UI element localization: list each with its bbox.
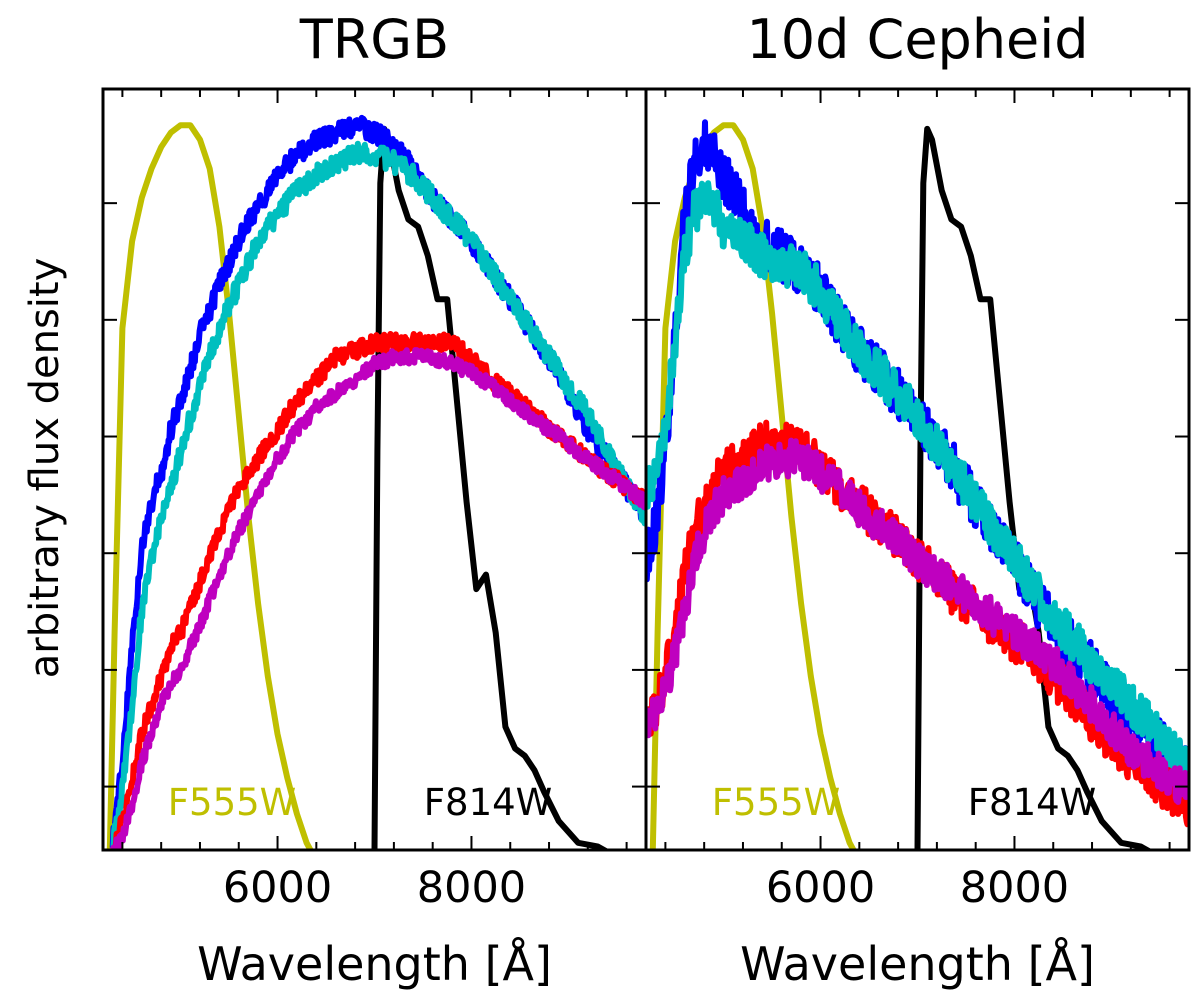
filter-label-f555w: F555W bbox=[168, 781, 297, 824]
panel-trgb: TRGB Wavelength [Å] F555W F814W 6000 8000 bbox=[101, 8, 648, 991]
x-tick-label: 8000 bbox=[960, 863, 1069, 913]
x-axis-label: Wavelength [Å] bbox=[197, 937, 552, 991]
panel-cepheid: 10d Cepheid Wavelength [Å] F555W F814W 6000 8… bbox=[644, 8, 1191, 991]
x-tick-label: 6000 bbox=[766, 863, 875, 913]
series-line-spectrum-4 bbox=[110, 347, 646, 850]
series-line-spectrum-2 bbox=[110, 140, 646, 850]
x-axis-label: Wavelength [Å] bbox=[740, 937, 1095, 991]
y-axis-label: arbitrary flux density bbox=[22, 258, 68, 679]
series-line-f555w bbox=[106, 122, 314, 850]
filter-label-f814w: F814W bbox=[968, 781, 1097, 824]
series-line-f814w bbox=[371, 125, 611, 850]
panel-title: 10d Cepheid bbox=[746, 8, 1088, 71]
axes-frame bbox=[644, 87, 1191, 852]
series-line-spectrum-2 bbox=[646, 180, 1189, 788]
x-tick-label: 6000 bbox=[223, 863, 332, 913]
panel-title: TRGB bbox=[299, 8, 449, 71]
series-line-spectrum-4 bbox=[646, 437, 1189, 805]
filter-label-f814w: F814W bbox=[424, 781, 553, 824]
x-tick-label: 8000 bbox=[417, 863, 526, 913]
filter-label-f555w: F555W bbox=[712, 781, 841, 824]
